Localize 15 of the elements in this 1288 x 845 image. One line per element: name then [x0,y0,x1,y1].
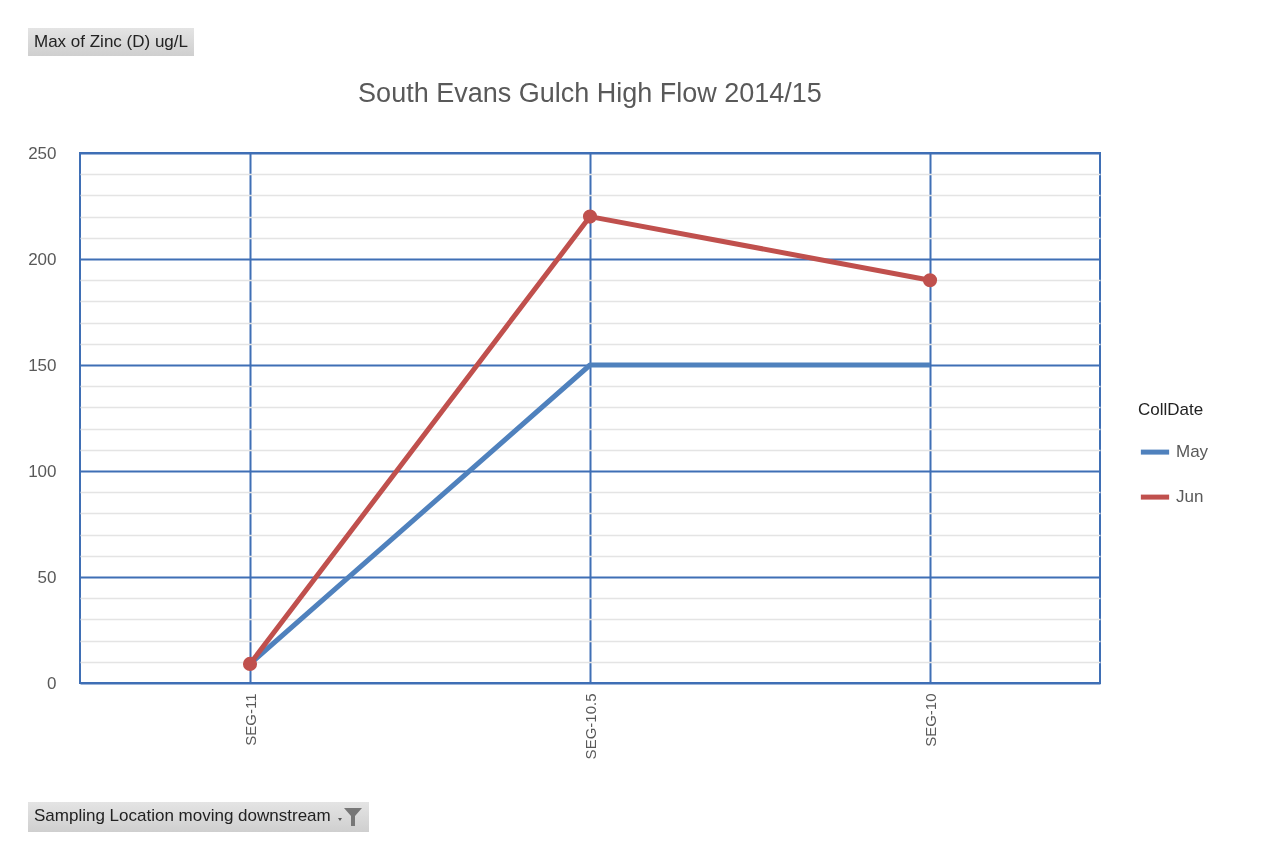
y-tick-label: 50 [37,567,57,587]
x-axis-title: Sampling Location moving downstream [34,806,331,826]
legend-label: Jun [1176,487,1204,507]
legend-title: CollDate [1138,400,1204,420]
chart-title: South Evans Gulch High Flow 2014/15 [358,78,822,108]
y-tick-label: 0 [47,673,57,693]
legend-label: May [1176,442,1209,462]
y-tick-label: 150 [28,355,57,375]
x-tick-label: SEG-11 [241,693,259,746]
x-tick-label: SEG-10 [921,693,939,747]
y-tick-label: 250 [28,143,57,163]
y-tick-label: 200 [28,249,57,269]
x-tick-label: SEG-10.5 [581,693,599,760]
text: Max of Zinc (D) ug/L [34,32,188,51]
y-tick-label: 100 [28,461,57,481]
